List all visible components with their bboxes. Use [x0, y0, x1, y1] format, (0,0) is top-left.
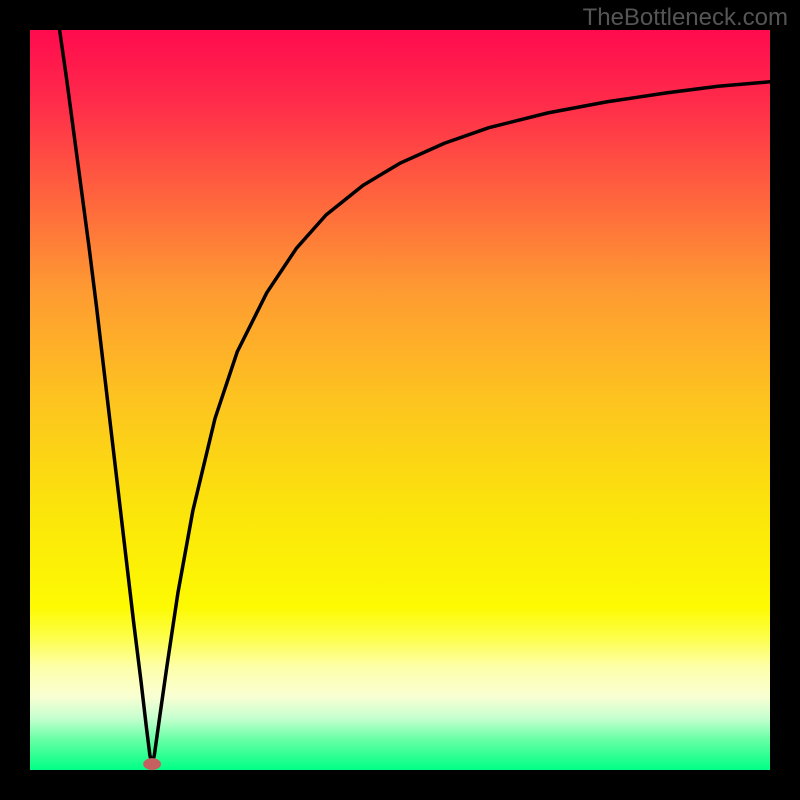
curve-layer	[30, 30, 770, 770]
bottleneck-curve	[60, 30, 770, 764]
watermark-text: TheBottleneck.com	[583, 4, 788, 32]
chart-container: TheBottleneck.com	[0, 0, 800, 800]
minimum-marker	[143, 758, 161, 770]
plot-area	[30, 30, 770, 770]
